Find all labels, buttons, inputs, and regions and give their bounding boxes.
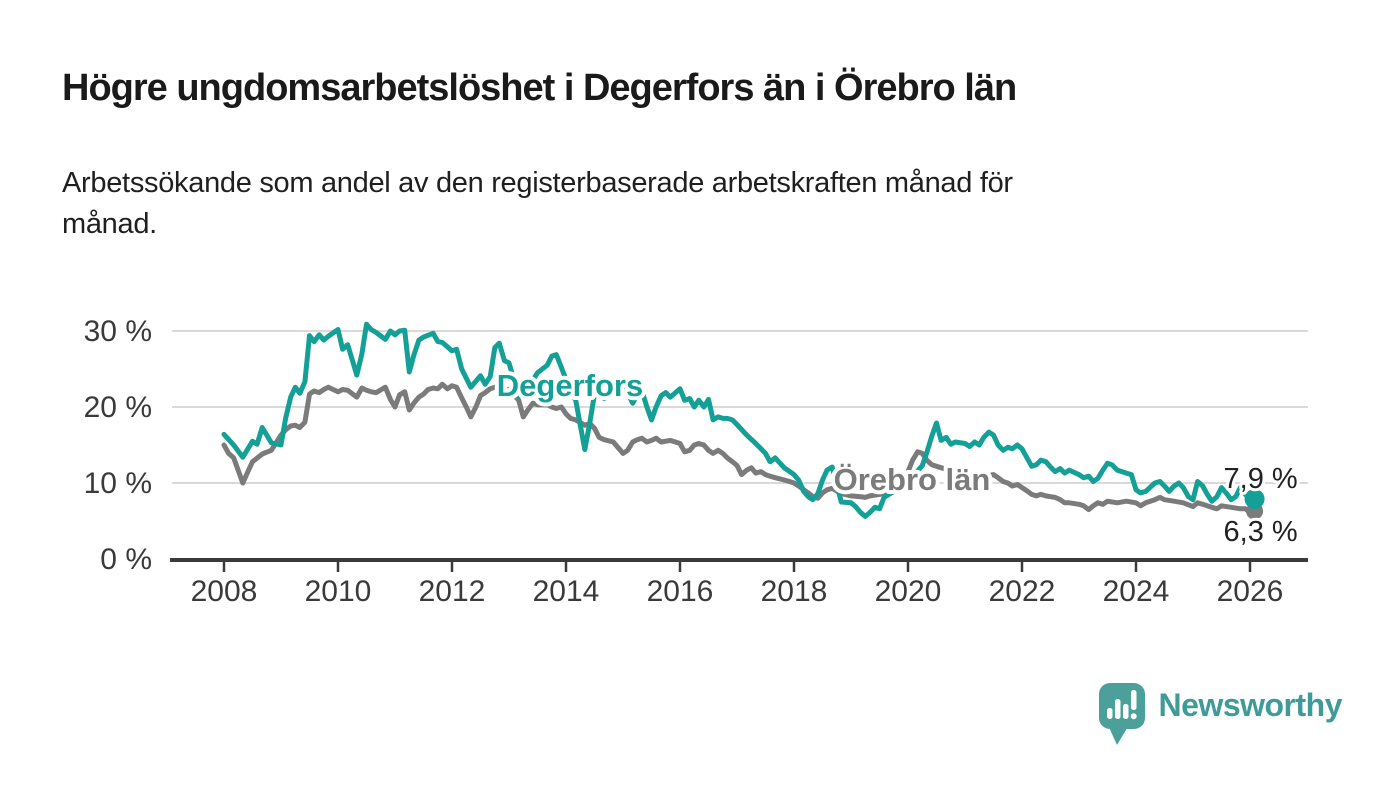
page-title: Högre ungdomsarbetslöshet i Degerfors än… — [62, 67, 1017, 109]
newsworthy-logo-icon — [1098, 683, 1145, 745]
series-end-dot-degerfors — [1244, 488, 1265, 509]
series-line--rebro-l-n — [221, 381, 1258, 516]
x-axis-tick-label: 2018 — [761, 575, 828, 608]
x-axis-tick-label: 2010 — [305, 575, 372, 608]
newsworthy-logo: Newsworthy — [1098, 682, 1343, 748]
x-axis-tick-label: 2022 — [989, 575, 1056, 608]
x-axis-tick-label: 2026 — [1217, 575, 1284, 608]
series-label-degerfors: Degerfors — [497, 368, 643, 403]
x-axis-tick-label: 2020 — [875, 575, 942, 608]
chart-subtitle-line-2: månad. — [62, 208, 157, 240]
y-axis-tick-label: 10 % — [84, 467, 152, 500]
chart-subtitle-line-1: Arbetssökande som andel av den registerb… — [62, 167, 1013, 199]
y-axis-tick-label: 20 % — [84, 391, 152, 424]
end-value-label-degerfors: 7,9 % — [1224, 463, 1298, 495]
x-axis-tick-label: 2016 — [647, 575, 714, 608]
newsworthy-logo-text: Newsworthy — [1158, 687, 1343, 723]
x-axis-tick-label: 2024 — [1103, 575, 1170, 608]
chart-subtitle: Arbetssökande som andel av den registerb… — [62, 163, 1282, 245]
series-label--rebro-l-n: Örebro län — [834, 462, 991, 497]
y-axis-tick-label: 0 % — [100, 543, 152, 576]
x-axis-tick-label: 2012 — [419, 575, 486, 608]
y-axis-tick-label: 30 % — [84, 315, 152, 348]
series-line-degerfors — [221, 321, 1258, 519]
end-value-label--rebro-l-n: 6,3 % — [1224, 516, 1298, 548]
x-axis-tick-label: 2008 — [191, 575, 258, 608]
x-axis-tick-label: 2014 — [533, 575, 600, 608]
